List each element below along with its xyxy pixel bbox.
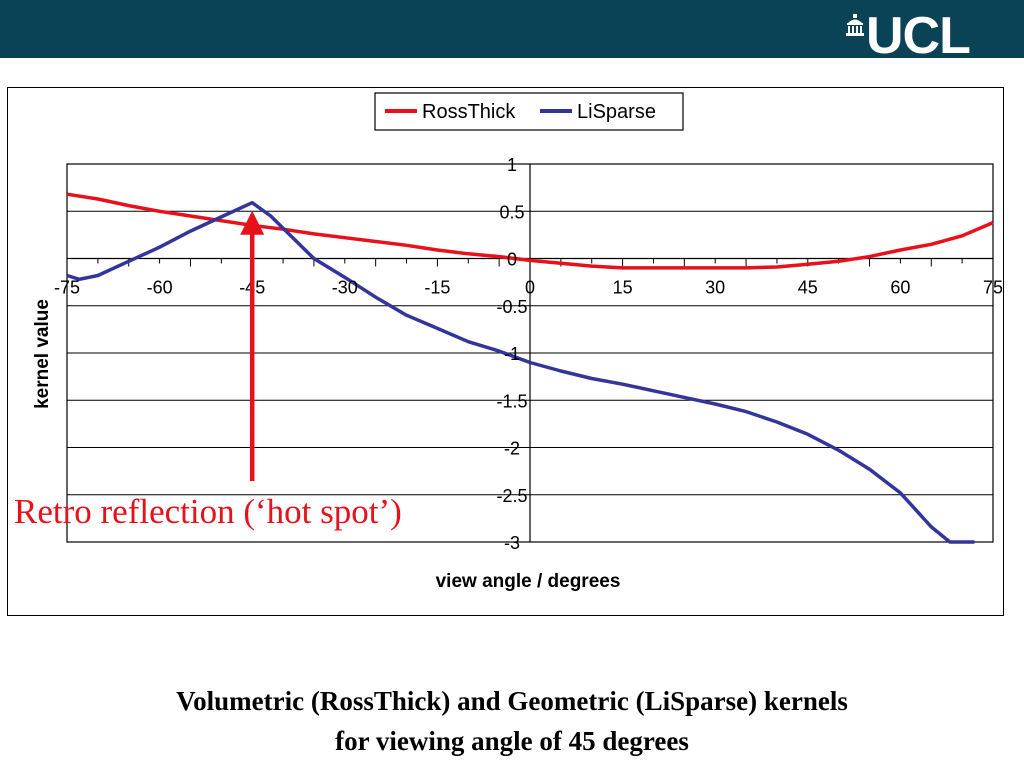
y-tick-label: 0 (507, 250, 517, 270)
y-tick-label: 0.5 (499, 202, 524, 222)
x-tick-label: -75 (54, 278, 80, 298)
y-tick-label: -2 (504, 439, 520, 459)
hot-spot-arrow (240, 210, 265, 481)
caption-line-1: Volumetric (RossThick) and Geometric (Li… (176, 686, 848, 716)
series-line-lisparse (66, 200, 975, 544)
y-tick-label: -2.5 (496, 486, 527, 506)
y-tick-label: -1.5 (496, 391, 527, 411)
y-tick-label: -0.5 (496, 297, 527, 317)
x-tick-label: -30 (332, 278, 358, 298)
x-tick-label: 0 (525, 278, 535, 298)
portico-icon (846, 14, 864, 36)
x-tick-label: 30 (705, 278, 725, 298)
y-tick-label: -1 (504, 344, 520, 364)
legend-label-lisparse: LiSparse (577, 101, 656, 123)
legend-label-rossthick: RossThick (422, 101, 516, 123)
series-line-rossthick (66, 192, 994, 270)
ucl-logo: UCL (846, 7, 971, 65)
x-tick-label: 15 (613, 278, 633, 298)
y-tick-label: 1 (507, 155, 517, 175)
arrow-head (240, 210, 265, 235)
legend: RossThick LiSparse (374, 92, 684, 131)
logo-text: UCL (866, 7, 971, 65)
x-tick-label: 45 (798, 278, 818, 298)
x-tick-label: -15 (424, 278, 450, 298)
chart-frame: RossThick LiSparse 1 0.5 0 -0.5 -1 -1.5 -2 -2.5… (7, 87, 1004, 616)
y-tick-label: -3 (504, 533, 520, 553)
caption-line-2: for viewing angle of 45 degrees (335, 726, 689, 756)
x-tick-label: 60 (890, 278, 910, 298)
x-tick-label: 75 (983, 278, 1002, 298)
x-tick-label: -60 (147, 278, 173, 298)
x-axis-title: view angle / degrees (436, 571, 621, 592)
hot-spot-annotation: Retro reflection (‘hot spot’) (14, 492, 402, 531)
kernel-chart: RossThick LiSparse 10.50-0.5-1-1.5-2-2.5… (32, 92, 1002, 592)
slide-caption: Volumetric (RossThick) and Geometric (Li… (0, 681, 1024, 761)
y-axis-title: kernel value (32, 299, 53, 409)
